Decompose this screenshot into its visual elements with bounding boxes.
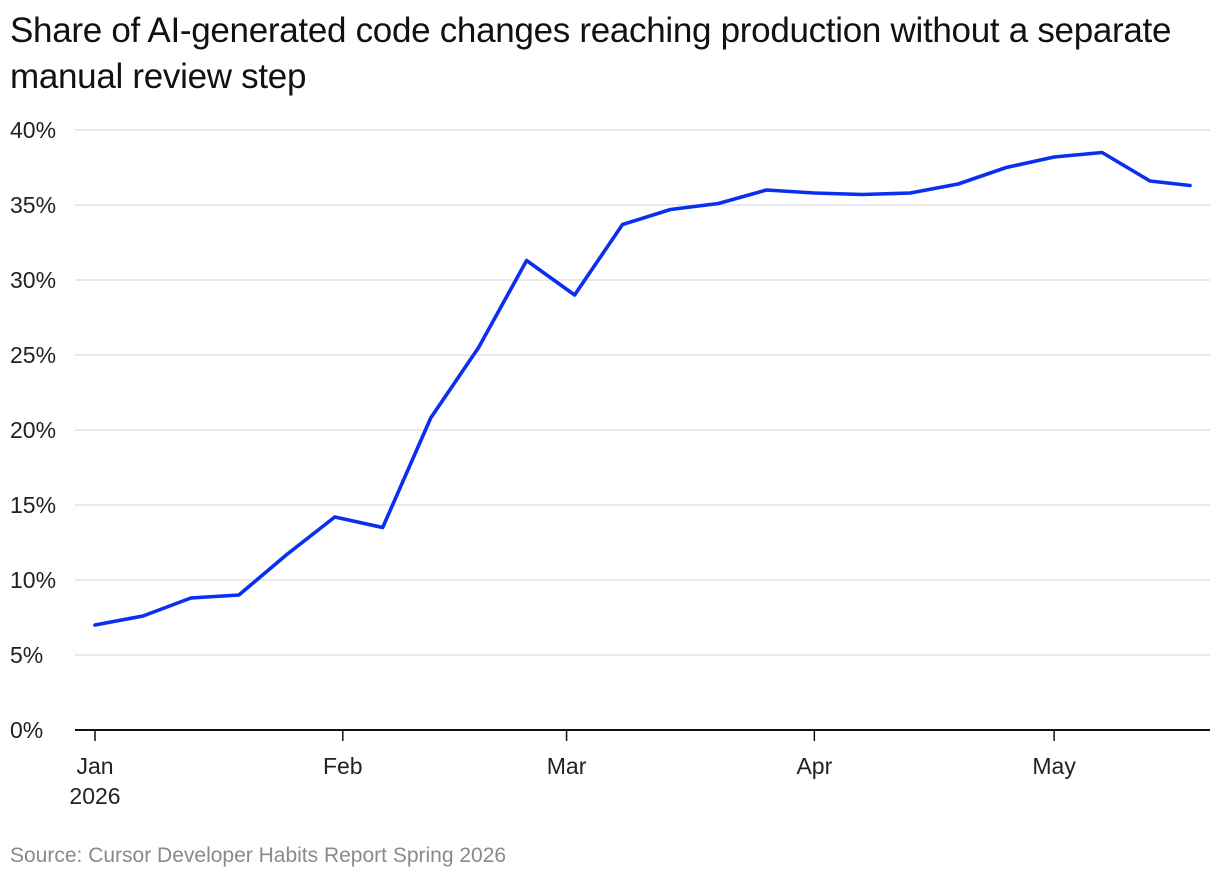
y-tick-label: 5% bbox=[10, 642, 43, 668]
x-tick-label: Apr bbox=[796, 753, 832, 779]
y-tick-label: 25% bbox=[10, 342, 56, 368]
y-tick-label: 40% bbox=[10, 117, 56, 143]
source-note: Source: Cursor Developer Habits Report S… bbox=[10, 844, 507, 867]
y-tick-label: 15% bbox=[10, 492, 56, 518]
grid-lines bbox=[75, 129, 1210, 656]
x-tick-label: Mar bbox=[547, 753, 587, 779]
x-axis: Jan 2026 Feb Mar Apr May bbox=[69, 729, 1210, 809]
series-line bbox=[93, 150, 1192, 627]
x-tick-sublabel: 2026 bbox=[69, 783, 120, 809]
y-tick-label: 0% bbox=[10, 717, 43, 743]
y-axis-labels: 0% 5% 10% 15% 20% 25% 30% 35% 40% bbox=[10, 117, 56, 743]
x-tick-label: May bbox=[1032, 753, 1076, 779]
y-tick-label: 35% bbox=[10, 192, 56, 218]
y-tick-label: 10% bbox=[10, 567, 56, 593]
y-tick-label: 30% bbox=[10, 267, 56, 293]
x-tick-label: Jan bbox=[76, 753, 113, 779]
series-lines bbox=[93, 150, 1192, 627]
x-tick-label: Feb bbox=[323, 753, 363, 779]
chart-title: Share of AI-generated code changes reach… bbox=[10, 11, 1172, 96]
y-tick-label: 20% bbox=[10, 417, 56, 443]
